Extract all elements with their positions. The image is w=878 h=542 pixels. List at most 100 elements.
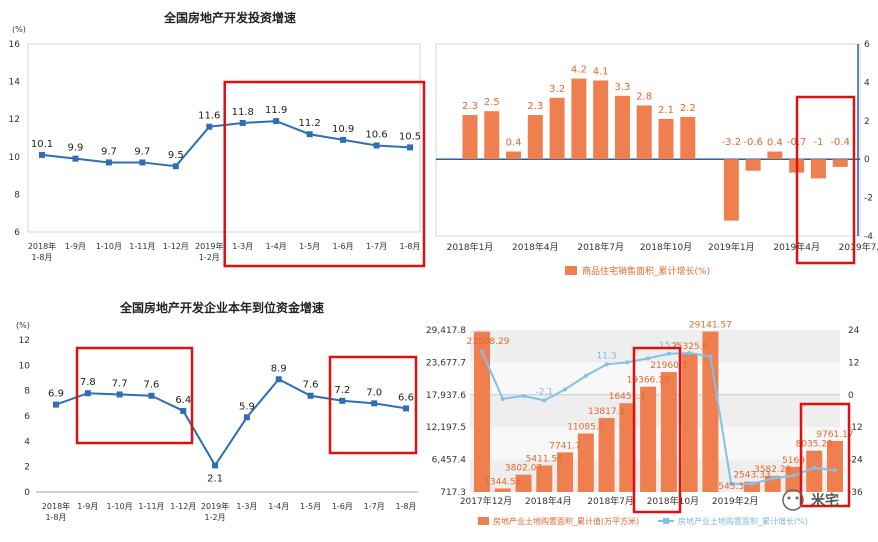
bar-data-label: 8035.29: [796, 440, 833, 450]
data-label: -1: [813, 137, 823, 148]
bar-data-label: 13817.8: [588, 407, 625, 417]
data-point: [307, 392, 314, 399]
legend-line-label: 房地产业土地购置面积_累计增长(%): [678, 516, 808, 526]
watermark-logo-icon: [782, 489, 804, 511]
data-label: 2.2: [680, 103, 696, 114]
tick-label-line: 1-2月: [205, 513, 226, 522]
legend-swatch: [565, 266, 577, 275]
bar: [527, 115, 543, 160]
line-data-label: -2.1: [536, 387, 554, 397]
y-tick-label: 8: [24, 387, 30, 397]
line-point: [770, 476, 775, 481]
data-label: -3.2: [722, 137, 742, 148]
bar: [593, 80, 609, 160]
data-label: 9.7: [134, 146, 150, 157]
bar: [767, 151, 783, 160]
legend-line-marker: [663, 518, 669, 524]
tick-label-line: 1-8月: [45, 513, 66, 522]
right-y-tick-label: 24: [848, 326, 860, 336]
x-tick-label: 2018年7月: [577, 241, 624, 253]
line-point: [521, 393, 526, 398]
x-tick-label: 1-7月: [364, 502, 385, 511]
legend-bar-label: 房地产业土地购置面积_累计值(万平方米): [493, 516, 639, 526]
data-label: 2.3: [462, 101, 478, 112]
bar-data-label: 1344.56: [484, 477, 521, 487]
y-axis-unit: (%): [16, 321, 30, 330]
bar: [658, 118, 674, 160]
left-y-tick-label: 12,197.5: [426, 423, 466, 433]
legend-label: 商品住宅销售面积_累计增长(%): [582, 265, 710, 277]
y-tick-label: 6: [24, 412, 30, 422]
data-point: [407, 144, 413, 151]
bar: [614, 95, 630, 160]
data-label: 10.9: [332, 124, 354, 135]
x-tick-label: 2018年4月: [512, 241, 559, 253]
data-label: 2.3: [527, 101, 543, 112]
bar: [571, 78, 587, 160]
chart-title: 全国房地产开发企业本年到位资金增速: [119, 300, 324, 315]
x-tick-label: 1-10月: [96, 242, 122, 251]
data-point: [212, 462, 219, 469]
bar-data-label: 23508.29: [467, 337, 510, 347]
highlight-box: [75, 346, 194, 445]
line-point: [791, 473, 796, 478]
line-point: [666, 351, 671, 356]
left-y-tick-label: 717.3: [440, 488, 466, 498]
data-label: 6.9: [48, 389, 64, 400]
data-label: 7.0: [366, 387, 382, 398]
left-y-tick-label: 6,457.4: [432, 456, 467, 466]
line-point: [604, 362, 609, 367]
line-point: [687, 350, 692, 355]
bar: [743, 481, 760, 492]
data-label: 9.5: [168, 150, 184, 161]
watermark-logo-dot: [787, 496, 791, 500]
data-label: 7.7: [112, 378, 128, 389]
line-point: [625, 360, 630, 365]
x-tick-label: 2018年 1-8月: [42, 501, 70, 522]
highlight-box: [795, 95, 856, 265]
bar: [827, 440, 843, 492]
data-point: [403, 405, 409, 412]
bar: [785, 466, 802, 492]
x-tick-label: 1-12月: [170, 502, 196, 511]
data-label: 11.6: [198, 111, 220, 122]
bar-data-label: 2543.33: [733, 471, 770, 481]
data-label: 7.6: [144, 380, 160, 391]
housing-sales-area-chart: -4 -2 0 2 4 6 2.3 2.5 0.4 2.3 3.2 4.2 4.1 3.3 2.8 2.1 2.…: [435, 40, 878, 277]
bar: [640, 386, 657, 492]
data-label: 9.9: [68, 143, 84, 154]
tick-label-line: 1-2月: [199, 253, 220, 262]
data-label: 4.1: [593, 66, 609, 77]
data-point: [239, 119, 246, 126]
data-label: 6.6: [398, 392, 414, 403]
line-point: [563, 387, 568, 392]
line-data-label: 15.2: [659, 341, 679, 351]
bar: [806, 450, 823, 492]
line-point: [708, 354, 713, 359]
bar: [515, 474, 532, 492]
bar: [598, 418, 615, 492]
data-label: 2.8: [636, 91, 652, 102]
series-line: [55, 378, 407, 468]
x-tick-label: 1-6月: [332, 502, 353, 511]
x-tick-label: 2018年10月: [640, 241, 692, 253]
data-point: [273, 118, 280, 125]
x-tick-label: 1-5月: [299, 242, 320, 251]
data-label: 2.1: [207, 473, 223, 484]
bar-data-label: 9761.17: [816, 430, 853, 440]
x-tick-label: 1-5月: [300, 502, 321, 511]
bar: [745, 159, 761, 171]
data-point: [116, 391, 123, 398]
bar-data-label: 25325.6: [671, 342, 708, 352]
x-tick-label: 2019年1月: [708, 241, 755, 253]
line-point: [833, 468, 837, 473]
bar: [484, 111, 500, 160]
line-point: [480, 349, 484, 354]
highlight-box: [223, 80, 426, 268]
bar: [549, 97, 565, 160]
x-tick-label: 1-8月: [395, 502, 416, 511]
watermark: 米宅: [782, 489, 839, 511]
highlight-box: [632, 346, 682, 514]
investment-growth-chart: 全国房地产开发投资增速 (%) 6 8 10 12 14 16 2018年 1-8月 1-9月 1-1…: [9, 10, 426, 268]
